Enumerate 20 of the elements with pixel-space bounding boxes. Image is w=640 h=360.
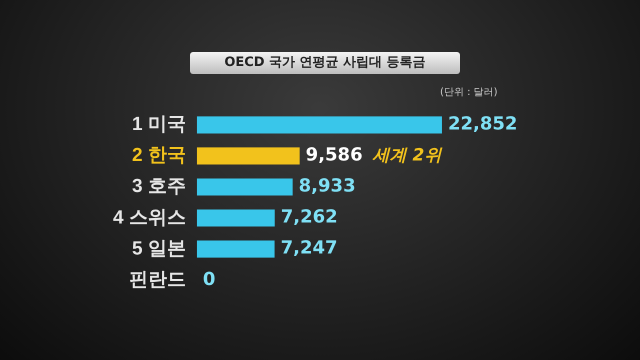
y-tick-label: 핀란드 bbox=[128, 269, 186, 290]
data-label: 7,262 bbox=[280, 206, 338, 228]
bar bbox=[196, 209, 275, 227]
data-label: 22,852 bbox=[448, 114, 518, 135]
data-label: 9,586 bbox=[306, 144, 363, 166]
bar bbox=[196, 240, 275, 258]
y-tick-label: 1 미국 bbox=[132, 114, 186, 136]
y-tick-label: 3 호주 bbox=[132, 176, 186, 198]
data-label: 0 bbox=[202, 268, 216, 290]
bar bbox=[196, 178, 293, 196]
y-tick-label: 2 한국 bbox=[132, 145, 186, 166]
bar bbox=[196, 116, 442, 134]
y-tick-label: 5 일본 bbox=[132, 238, 186, 260]
text: (단위 : 달러) bbox=[440, 86, 498, 99]
annotation: 세계 2위 bbox=[372, 145, 442, 166]
data-label: 7,247 bbox=[280, 238, 338, 259]
y-tick-label: 4 스위스 bbox=[112, 207, 186, 228]
data-label: 8,933 bbox=[298, 176, 356, 197]
bar bbox=[196, 147, 300, 164]
chart-title: OECD 국가 연평균 사립대 등록금 bbox=[190, 52, 460, 74]
